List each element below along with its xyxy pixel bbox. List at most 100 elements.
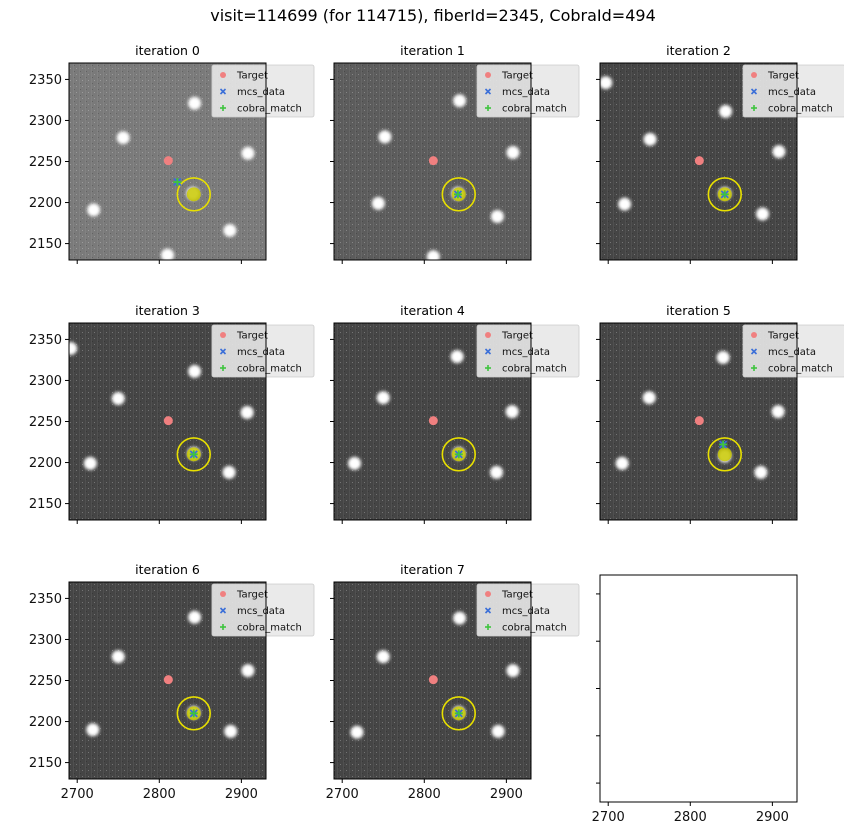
x-tick-label: 2800 (674, 810, 707, 825)
matched-fiber-spot (717, 447, 732, 462)
legend-box (211, 64, 315, 118)
legend-target-swatch (751, 332, 757, 338)
legend-target-swatch (220, 591, 226, 597)
panel-title: iteration 1 (400, 43, 465, 58)
panel-title: iteration 5 (666, 303, 731, 318)
cobra-match-marker (189, 709, 198, 718)
target-circle (441, 696, 476, 731)
legend-match-swatch (485, 105, 491, 111)
y-tick-label: 2300 (29, 633, 62, 648)
panel-plot-area (348, 350, 519, 479)
legend-mcs-label: mcs_data (768, 87, 816, 98)
legend: Target mcs_data cobra_match (211, 583, 315, 637)
y-tick-label: 2300 (29, 114, 62, 129)
y-tick-label: 2350 (29, 73, 62, 88)
fiber-spot (642, 391, 656, 405)
legend-box (211, 324, 315, 378)
legend-mcs-label: mcs_data (237, 87, 285, 98)
fiber-spot (376, 650, 390, 664)
fiber-spot (111, 650, 125, 664)
target-point (428, 675, 438, 685)
legend-target-swatch (485, 332, 491, 338)
fiber-spot (69, 341, 78, 355)
cobra-match-marker (720, 190, 729, 199)
legend-match-label: cobra_match (502, 104, 567, 115)
legend: Target mcs_data cobra_match (211, 324, 315, 378)
fiber-spot (615, 456, 629, 470)
legend-box (742, 324, 844, 378)
legend-target-swatch (485, 591, 491, 597)
fiber-spot (223, 223, 237, 237)
panel-plot-area (86, 610, 255, 738)
x-tick-label: 2900 (490, 787, 523, 802)
target-point (428, 416, 438, 426)
figure-title: visit=114699 (for 114715), fiberId=2345,… (210, 6, 656, 25)
target-point (163, 156, 173, 166)
x-tick-label: 2900 (225, 787, 258, 802)
empty-panel-background (600, 575, 797, 802)
fiber-spot (453, 611, 467, 625)
legend-mcs-label: mcs_data (502, 87, 550, 98)
fiber-spot (506, 145, 520, 159)
cobra-match-marker (453, 190, 462, 199)
legend-mcs-swatch (219, 348, 227, 355)
legend-mcs-swatch (219, 88, 227, 95)
panel-plot-area (87, 96, 255, 260)
fiber-spot (600, 76, 613, 90)
panel-title: iteration 3 (135, 303, 200, 318)
panel-title: iteration 0 (135, 43, 200, 58)
legend-target-swatch (751, 72, 757, 78)
legend-mcs-swatch (484, 607, 492, 614)
legend-match-swatch (751, 105, 757, 111)
fiber-spot (116, 131, 130, 145)
fiber-spot (716, 350, 730, 364)
legend-match-swatch (220, 365, 226, 371)
panel-iteration-6: Target mcs_data cobra_match iteration 6 2150… (29, 562, 315, 802)
fiber-spot (490, 209, 504, 223)
fiber-spot (241, 146, 255, 160)
panel-grid: Target mcs_data cobra_match iteration 0 2150… (29, 43, 844, 825)
fiber-spot (83, 456, 97, 470)
y-tick-label: 2250 (29, 155, 62, 170)
fiber-spot (378, 130, 392, 144)
fiber-spot (771, 405, 785, 419)
x-tick-label: 2800 (143, 787, 176, 802)
legend-target-label: Target (236, 331, 268, 342)
fiber-spot (161, 248, 174, 260)
target-point (428, 156, 438, 166)
y-tick-label: 2200 (29, 456, 62, 471)
x-tick-label: 2800 (408, 787, 441, 802)
legend-box (211, 583, 315, 637)
target-circle (176, 177, 211, 212)
legend: Target mcs_data cobra_match (742, 324, 844, 378)
cobra-match-marker (173, 178, 182, 187)
target-circle (441, 437, 476, 472)
y-tick-label: 2200 (29, 715, 62, 730)
legend-mcs-label: mcs_data (768, 347, 816, 358)
legend-target-label: Target (236, 71, 268, 82)
fiber-spot (426, 250, 440, 260)
panel-iteration-3: Target mcs_data cobra_match iteration 3 2150… (29, 303, 315, 524)
legend-target-swatch (220, 332, 226, 338)
legend-match-swatch (220, 624, 226, 630)
legend-mcs-label: mcs_data (502, 347, 550, 358)
panel-iteration-2: Target mcs_data cobra_match iteration 2 (596, 43, 844, 264)
y-tick-label: 2150 (29, 237, 62, 252)
legend-target-label: Target (236, 590, 268, 601)
fiber-spot (222, 465, 236, 479)
fiber-spot (453, 94, 467, 108)
legend-target-label: Target (767, 331, 799, 342)
legend-mcs-swatch (750, 348, 758, 355)
fiber-spot (643, 132, 657, 146)
legend-match-swatch (751, 365, 757, 371)
target-circle (707, 437, 742, 472)
legend-mcs-label: mcs_data (237, 606, 285, 617)
fiber-spot (350, 725, 364, 739)
fiber-spot (348, 456, 362, 470)
y-tick-label: 2150 (29, 497, 62, 512)
panel-title: iteration 6 (135, 562, 200, 577)
legend-mcs-label: mcs_data (237, 347, 285, 358)
legend-match-label: cobra_match (502, 623, 567, 634)
legend-box (742, 64, 844, 118)
